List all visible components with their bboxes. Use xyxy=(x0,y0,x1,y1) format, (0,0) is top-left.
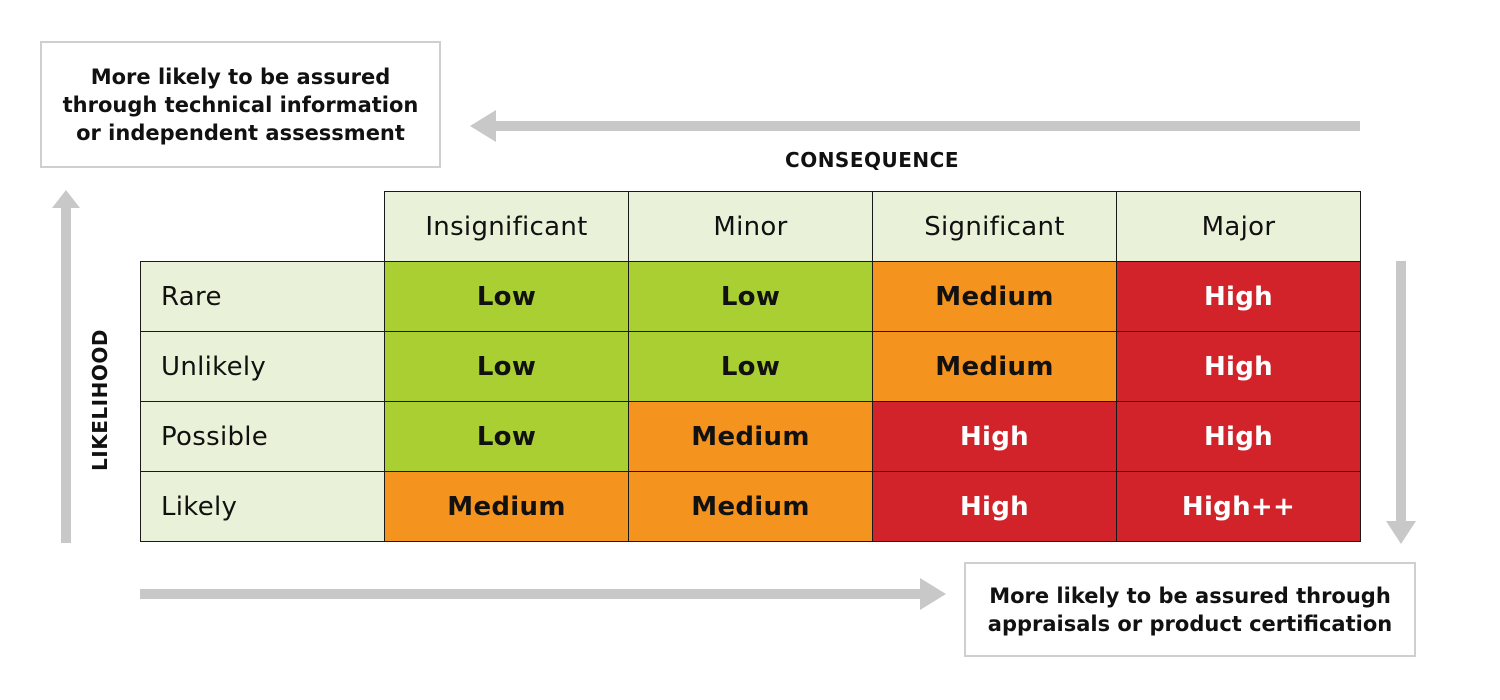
column-header-minor: Minor xyxy=(628,191,873,262)
note-line: More likely to be assured xyxy=(90,64,391,89)
row-header-unlikely: Unlikely xyxy=(140,331,385,402)
note-line: through technical information xyxy=(62,92,419,117)
likelihood-axis-label: LIKELIHOOD xyxy=(88,329,112,471)
risk-cell: Low xyxy=(384,331,629,402)
consequence-axis-label: CONSEQUENCE xyxy=(785,148,959,172)
note-product-certification-text: More likely to be assured through apprai… xyxy=(988,582,1392,638)
arrow-right-icon xyxy=(140,578,946,610)
arrow-down-icon xyxy=(1386,261,1416,544)
arrow-up-icon xyxy=(52,190,80,543)
risk-cell: High xyxy=(1116,401,1361,472)
note-line: More likely to be assured through xyxy=(989,583,1391,608)
risk-cell: Medium xyxy=(872,261,1117,332)
note-technical-assessment: More likely to be assured through techni… xyxy=(40,41,441,168)
risk-cell: Low xyxy=(384,261,629,332)
risk-cell: High++ xyxy=(1116,471,1361,542)
risk-cell: High xyxy=(872,471,1117,542)
row-header-possible: Possible xyxy=(140,401,385,472)
risk-cell: Medium xyxy=(628,471,873,542)
note-product-certification: More likely to be assured through apprai… xyxy=(964,562,1416,657)
risk-cell: Low xyxy=(384,401,629,472)
risk-cell: Low xyxy=(628,261,873,332)
note-technical-assessment-text: More likely to be assured through techni… xyxy=(63,63,419,147)
column-header-significant: Significant xyxy=(872,191,1117,262)
risk-cell: High xyxy=(1116,261,1361,332)
risk-cell: Medium xyxy=(628,401,873,472)
arrow-left-icon xyxy=(470,110,1360,142)
column-header-major: Major xyxy=(1116,191,1361,262)
column-header-insignificant: Insignificant xyxy=(384,191,629,262)
note-line: appraisals or product certification xyxy=(987,611,1393,636)
risk-cell: High xyxy=(872,401,1117,472)
row-header-rare: Rare xyxy=(140,261,385,332)
risk-cell: Medium xyxy=(872,331,1117,402)
risk-cell: Medium xyxy=(384,471,629,542)
risk-cell: Low xyxy=(628,331,873,402)
risk-cell: High xyxy=(1116,331,1361,402)
note-line: or independent assessment xyxy=(76,120,405,145)
row-header-likely: Likely xyxy=(140,471,385,542)
